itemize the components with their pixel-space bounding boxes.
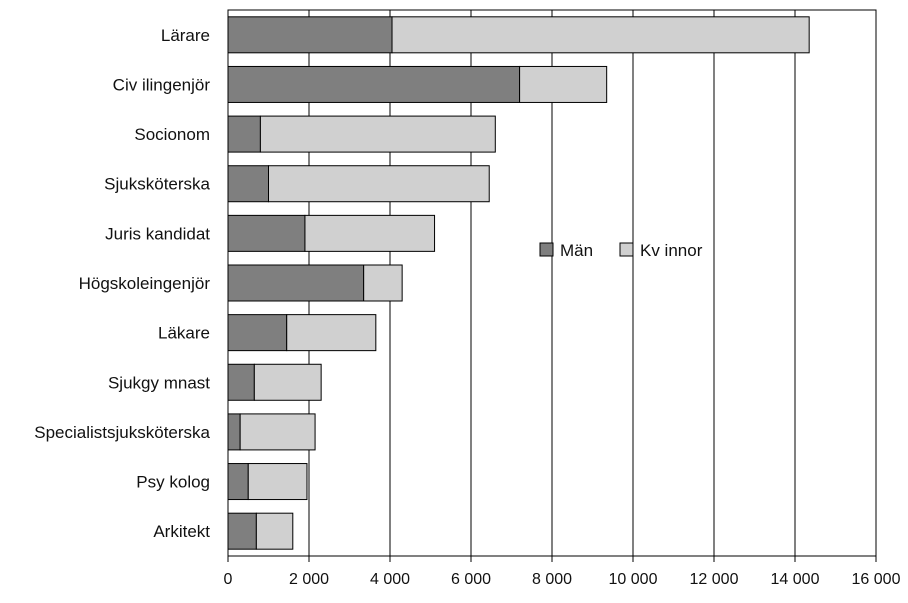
- bar-kvinnor: [253, 363, 322, 401]
- bar-kvinnor: [286, 314, 377, 352]
- x-tick-label: 16 000: [852, 571, 901, 588]
- bar-man: [227, 65, 521, 103]
- bar-man: [227, 512, 257, 550]
- category-label: Högskoleingenjör: [79, 274, 211, 293]
- bar-man: [227, 363, 255, 401]
- y-axis-labels: Lärare Civ ilingenjör Socionom Sjukskötersk…: [34, 26, 210, 541]
- legend: Män Kv innor: [539, 241, 703, 260]
- bar-man: [227, 413, 241, 451]
- bar-kvinnor: [239, 413, 316, 451]
- category-label: Sjuksköterska: [104, 175, 210, 194]
- x-tick-label: 6 000: [451, 571, 491, 588]
- legend-label: Kv innor: [640, 241, 703, 260]
- bar-kvinnor: [391, 16, 810, 54]
- x-tick-label: 4 000: [370, 571, 410, 588]
- x-tick-label: 8 000: [532, 571, 572, 588]
- x-tick-label: 14 000: [771, 571, 820, 588]
- bar-kvinnor: [259, 115, 496, 153]
- legend-label: Män: [560, 241, 593, 260]
- category-label: Sjukgy mnast: [108, 373, 210, 392]
- bar-man: [227, 264, 365, 302]
- x-tick-label: 12 000: [690, 571, 739, 588]
- bar-man: [227, 214, 306, 252]
- category-label: Juris kandidat: [105, 224, 210, 243]
- bar-man: [227, 115, 261, 153]
- category-label: Läkare: [158, 324, 210, 343]
- x-tick-label: 0: [224, 571, 233, 588]
- bar-kvinnor: [247, 463, 308, 501]
- bar-kvinnor: [268, 165, 490, 203]
- category-label: Socionom: [134, 125, 210, 144]
- category-label: Lärare: [161, 26, 210, 45]
- category-label: Arkitekt: [153, 522, 210, 541]
- x-tick-label: 10 000: [609, 571, 658, 588]
- bar-kvinnor: [304, 214, 436, 252]
- bar-kvinnor: [255, 512, 294, 550]
- bar-kvinnor: [363, 264, 403, 302]
- bar-man: [227, 16, 393, 54]
- x-tick-label: 2 000: [289, 571, 329, 588]
- category-label: Specialistsjuksköterska: [34, 423, 210, 442]
- bars: [227, 16, 810, 550]
- category-label: Civ ilingenjör: [113, 75, 211, 94]
- bar-man: [227, 314, 288, 352]
- bar-man: [227, 463, 249, 501]
- x-axis: 0 2 000 4 000 6 000 8 000 10 000 12 000 14 000 1…: [224, 556, 901, 588]
- category-label: Psy kolog: [136, 473, 210, 492]
- bar-man: [227, 165, 269, 203]
- legend-swatch: [619, 242, 634, 257]
- legend-swatch: [539, 242, 554, 257]
- bar-kvinnor: [519, 65, 608, 103]
